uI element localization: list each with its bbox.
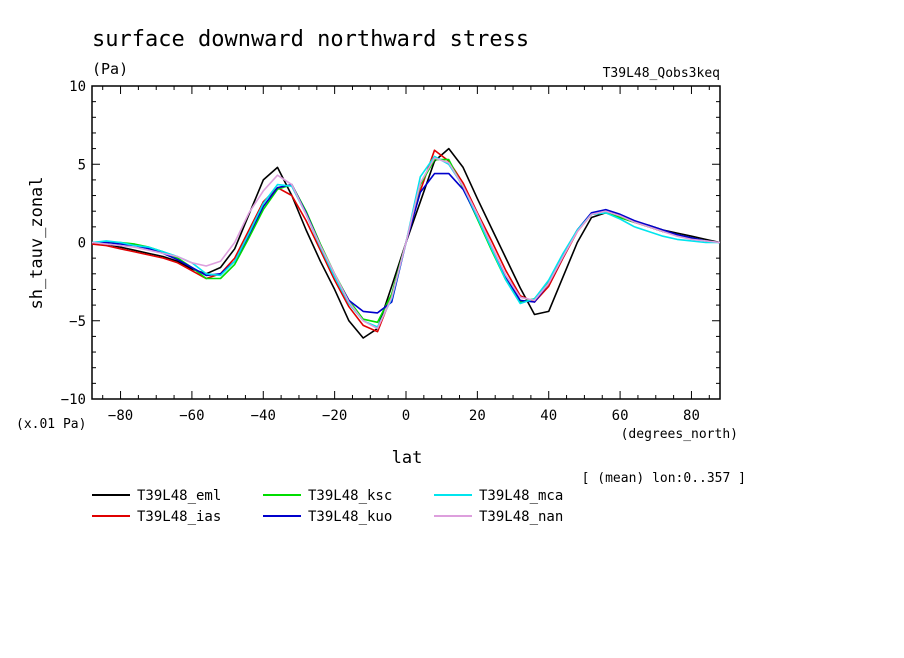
legend-label: T39L48_eml — [137, 488, 221, 504]
y-axis-label: sh_tauv_zonal — [27, 176, 47, 309]
x-tick-label: −60 — [179, 408, 204, 424]
y-tick-label: 0 — [78, 236, 86, 252]
legend-label: T39L48_ias — [137, 509, 221, 525]
series-line-T39L48_nan — [91, 157, 721, 330]
x-units-label: (degrees_north) — [621, 427, 738, 442]
averaging-note: [ (mean) lon:0..357 ] — [582, 471, 746, 486]
x-tick-labels: −80 −60 −40 −20 0 20 40 60 80 — [108, 408, 700, 424]
legend-label: T39L48_ksc — [308, 488, 392, 504]
y-tick-label: −10 — [61, 392, 86, 408]
legend-label: T39L48_mca — [479, 488, 563, 504]
chart-title: surface downward northward stress — [92, 27, 529, 52]
x-axis-label: lat — [392, 448, 423, 468]
tick-marks — [92, 85, 720, 400]
x-tick-label: 0 — [402, 408, 410, 424]
y-tick-label: 5 — [78, 157, 86, 173]
y-tick-labels: −10 −5 0 5 10 — [61, 79, 86, 408]
x-tick-label: 80 — [683, 408, 700, 424]
legend-label: T39L48_kuo — [308, 509, 392, 525]
y-tick-label: −5 — [69, 314, 86, 330]
x-tick-label: −80 — [108, 408, 133, 424]
y-tick-label: 10 — [69, 79, 86, 95]
legend: T39L48_eml T39L48_ias T39L48_ksc T39L48_kuo… — [92, 488, 563, 525]
legend-label: T39L48_nan — [479, 509, 563, 525]
x-tick-label: 20 — [469, 408, 486, 424]
series-lines — [91, 147, 721, 339]
x-tick-label: −40 — [251, 408, 276, 424]
y-scale-note: (x.01 Pa) — [16, 417, 86, 432]
units-label: (Pa) — [92, 60, 128, 78]
x-tick-label: 60 — [612, 408, 629, 424]
x-tick-label: 40 — [540, 408, 557, 424]
experiment-label: T39L48_Qobs3keq — [603, 66, 720, 81]
x-tick-label: −20 — [322, 408, 347, 424]
